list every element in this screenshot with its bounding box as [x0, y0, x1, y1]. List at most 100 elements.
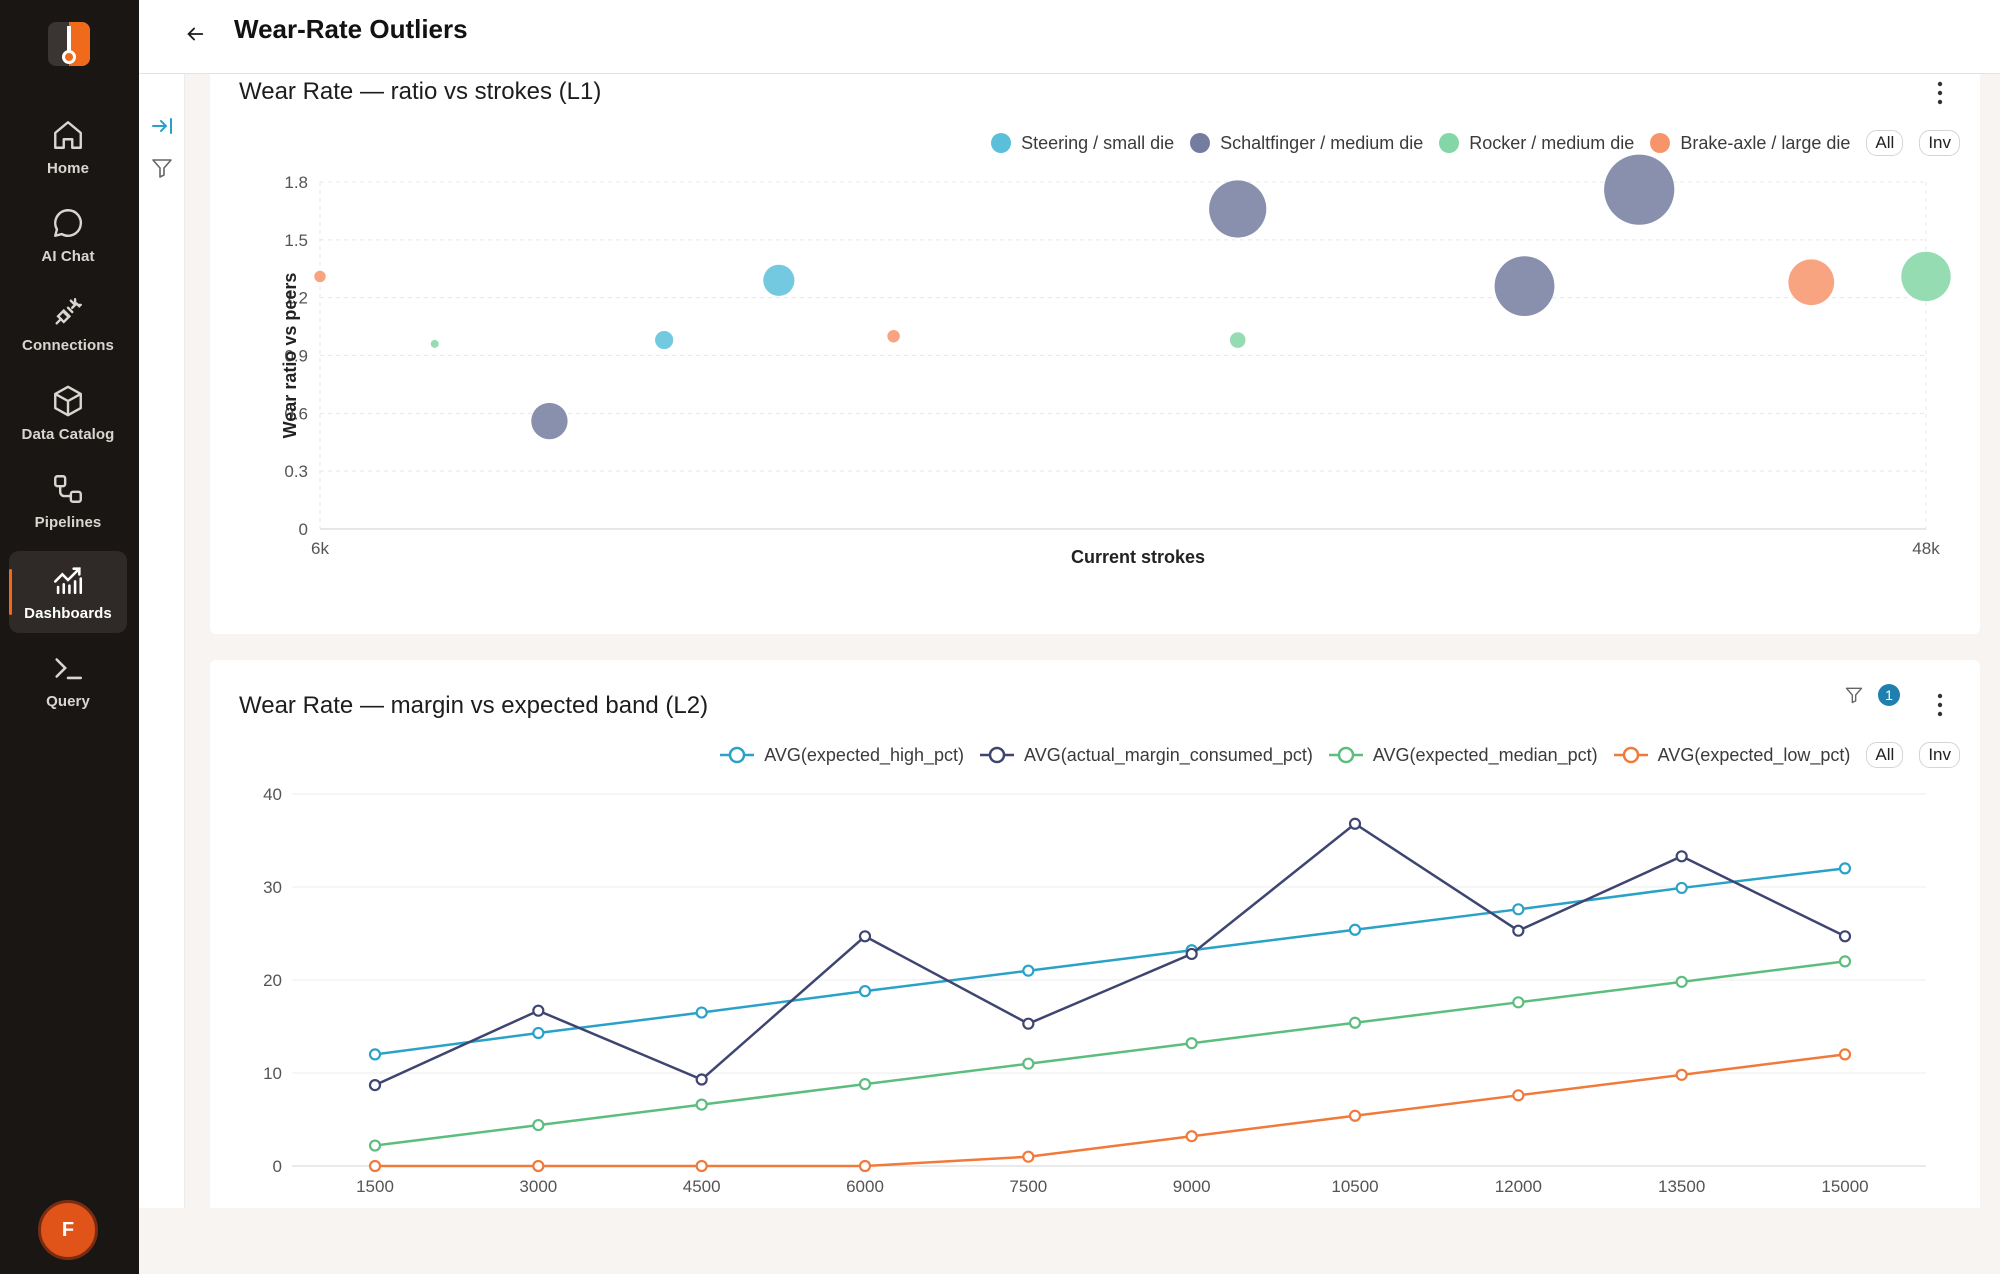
bubble-point	[531, 402, 568, 440]
data-point	[1022, 1057, 1035, 1070]
chart-filter-indicator[interactable]: 1	[1844, 684, 1900, 706]
data-point	[532, 1026, 545, 1040]
data-point	[695, 1098, 708, 1111]
bubble-chart: 0 0.3 0.6 0.9 1.2 1.5 1.8 6k 48k Current strokes W…	[280, 154, 1951, 567]
expand-panel-icon[interactable]	[150, 114, 174, 138]
data-point	[1022, 1150, 1035, 1163]
sidebar-item-dashboards[interactable]: Dashboards	[9, 551, 127, 633]
bubble-point	[1209, 180, 1267, 238]
legend-invert-button[interactable]: Inv	[1919, 130, 1960, 156]
sidebar-item-label: Home	[46, 159, 90, 177]
more-options-icon[interactable]	[1930, 78, 1950, 108]
y-tick-label: 0	[273, 1157, 282, 1176]
x-axis-title: Current strokes	[1071, 547, 1205, 567]
y-tick-label: 0	[299, 520, 308, 539]
sidebar-item-data-catalog[interactable]: Data Catalog	[9, 372, 127, 454]
data-point	[1512, 903, 1525, 916]
legend-select-all-button[interactable]: All	[1866, 130, 1904, 156]
data-point	[695, 1159, 708, 1173]
legend-item[interactable]: Schaltfinger / medium die	[1190, 133, 1423, 154]
data-point	[368, 1048, 382, 1061]
y-tick-label: 30	[263, 878, 282, 897]
legend-item[interactable]: AVG(actual_margin_consumed_pct)	[980, 745, 1313, 766]
x-tick-label: 48k	[1912, 539, 1940, 558]
x-tick-label: 6k	[311, 539, 329, 558]
sidebar-item-pipelines[interactable]: Pipelines	[9, 460, 127, 542]
data-point	[1675, 975, 1688, 988]
dashboard-toolstrip	[139, 74, 185, 1208]
sidebar-item-label: Dashboards	[24, 604, 112, 622]
chart-title: Wear Rate — margin vs expected band (L2)	[239, 692, 709, 719]
plug-icon	[55, 297, 82, 325]
data-point	[858, 985, 872, 998]
back-button[interactable]	[175, 14, 215, 54]
data-point	[1675, 881, 1688, 895]
data-point	[1185, 947, 1198, 961]
series-line	[374, 960, 1846, 1147]
legend-item[interactable]: Rocker / medium die	[1439, 133, 1634, 154]
chart-legend: AVG(expected_high_pct) AVG(actual_margin…	[720, 742, 1960, 768]
user-avatar[interactable]: F	[38, 1200, 98, 1260]
more-options-icon[interactable]	[1930, 690, 1950, 720]
y-tick-label: 1.5	[284, 231, 308, 250]
y-tick-label: 10	[263, 1064, 282, 1083]
legend-item[interactable]: AVG(expected_high_pct)	[720, 745, 964, 766]
bubble-point	[763, 264, 795, 296]
bubble-point	[1901, 251, 1951, 302]
cube-icon	[54, 385, 82, 416]
data-point	[695, 1006, 708, 1019]
data-point	[858, 930, 872, 943]
data-point	[368, 1078, 382, 1092]
chart-legend: Steering / small die Schaltfinger / medi…	[991, 130, 1960, 156]
legend-select-all-button[interactable]: All	[1866, 742, 1904, 768]
page-title: Wear-Rate Outliers	[234, 14, 468, 44]
legend-item[interactable]: AVG(expected_median_pct)	[1328, 745, 1598, 766]
x-tick-label: 4500	[683, 1177, 721, 1196]
series-line	[375, 1053, 1846, 1168]
x-tick-label: 9000	[1173, 1177, 1211, 1196]
sidebar-item-label: Data Catalog	[21, 425, 115, 443]
data-point	[1348, 817, 1362, 830]
y-tick-label: 0.9	[284, 347, 308, 366]
bubble-point	[1788, 259, 1835, 306]
data-point	[1512, 1089, 1525, 1102]
data-point	[1838, 930, 1852, 943]
data-point	[1675, 850, 1688, 863]
line-chart: 0 10 20 30 40 1500 3000 4500 6000 7500 9000 10500 12…	[263, 785, 1926, 1196]
x-tick-label: 6000	[846, 1177, 884, 1196]
bubble-point	[1229, 332, 1246, 348]
sidebar-item-label: Query	[46, 692, 90, 710]
data-point	[1022, 964, 1035, 977]
filter-icon[interactable]	[150, 156, 174, 180]
chart-card-margin-vs-expected: Wear Rate — margin vs expected band (L2)…	[210, 660, 1980, 1208]
terminal-icon	[55, 657, 83, 679]
data-point	[695, 1073, 708, 1086]
data-point	[1512, 924, 1525, 937]
legend-item[interactable]: Steering / small die	[991, 133, 1174, 154]
y-tick-label: 1.2	[284, 289, 308, 308]
data-point	[1348, 1016, 1362, 1029]
data-point	[858, 1159, 872, 1173]
sidebar-item-home[interactable]: Home	[9, 106, 127, 188]
dashboard-chart-icon	[53, 566, 83, 594]
chart-card-ratio-vs-strokes: Wear Rate — ratio vs strokes (L1) Steeri…	[210, 74, 1980, 634]
sidebar-item-label: Connections	[22, 336, 114, 354]
y-tick-label: 0.3	[284, 462, 308, 481]
data-point	[1185, 1130, 1198, 1143]
legend-invert-button[interactable]: Inv	[1919, 742, 1960, 768]
sidebar-item-connections[interactable]: Connections	[9, 283, 127, 365]
data-point	[1838, 955, 1852, 968]
bubble-point	[655, 330, 674, 350]
bubble-point	[430, 339, 439, 348]
x-tick-label: 10500	[1331, 1177, 1378, 1196]
app-logo[interactable]	[48, 22, 90, 66]
series-line	[374, 867, 1846, 1056]
bubble-point	[1494, 256, 1555, 316]
sidebar-item-query[interactable]: Query	[9, 639, 127, 721]
legend-item[interactable]: Brake-axle / large die	[1650, 133, 1850, 154]
x-tick-label: 1500	[356, 1177, 394, 1196]
legend-item[interactable]: AVG(expected_low_pct)	[1613, 745, 1850, 766]
data-point	[1185, 1037, 1198, 1050]
sidebar-item-ai-chat[interactable]: AI Chat	[9, 194, 127, 276]
arrow-left-icon	[187, 27, 204, 41]
